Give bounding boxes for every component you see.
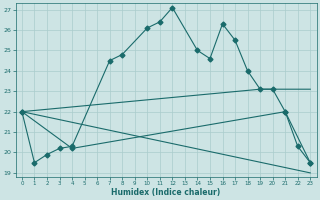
X-axis label: Humidex (Indice chaleur): Humidex (Indice chaleur)	[111, 188, 221, 197]
